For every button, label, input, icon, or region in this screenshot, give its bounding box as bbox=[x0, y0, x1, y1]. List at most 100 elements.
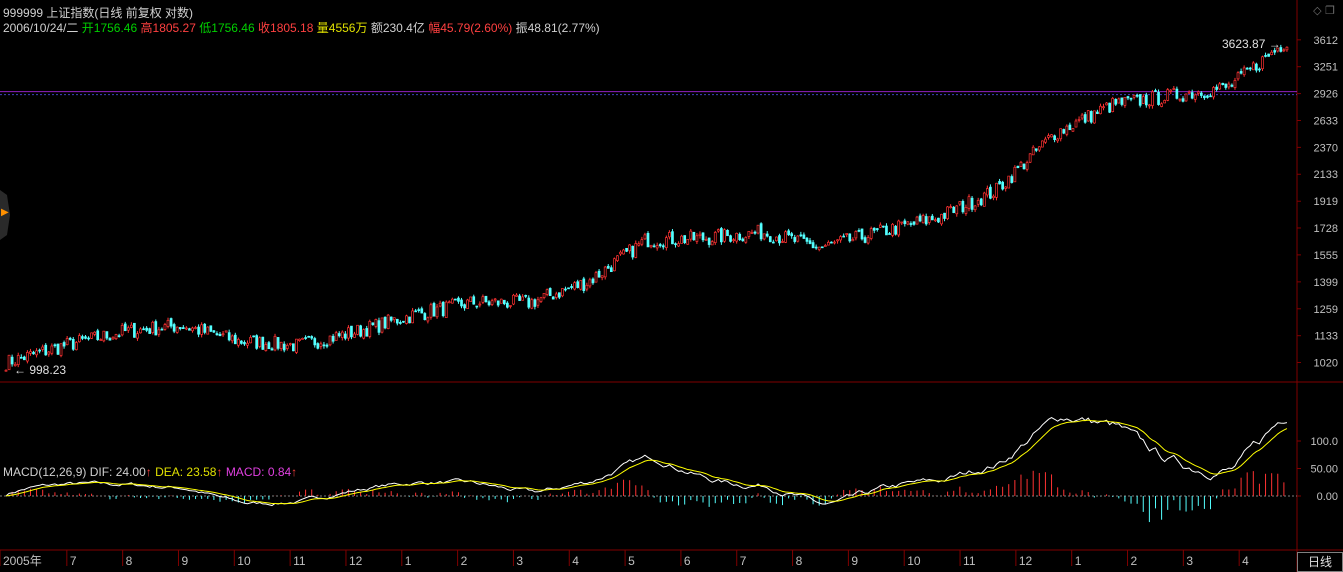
candle-body bbox=[460, 299, 463, 307]
candle-body bbox=[585, 284, 589, 290]
window-controls[interactable]: ◇ ❐ bbox=[1313, 4, 1335, 17]
candle-body bbox=[1135, 94, 1139, 97]
candle-body bbox=[1276, 47, 1280, 52]
candle-body bbox=[325, 344, 329, 347]
time-axis-label: 5 bbox=[628, 554, 635, 568]
candle-body bbox=[105, 331, 109, 339]
diamond-icon[interactable]: ◇ bbox=[1313, 4, 1322, 17]
candle-body bbox=[1047, 135, 1050, 138]
candle-body bbox=[136, 333, 139, 339]
macd-arrow-icon: ↑ bbox=[291, 465, 298, 479]
candle-body bbox=[71, 338, 75, 350]
candle-body bbox=[710, 241, 714, 246]
max-price-annotation: 3623.87 → bbox=[1222, 37, 1281, 51]
candle-body bbox=[1037, 146, 1041, 151]
candle-body bbox=[44, 344, 48, 356]
candle-body bbox=[912, 221, 916, 225]
candle-body bbox=[1138, 94, 1142, 106]
low-value: 1756.46 bbox=[211, 21, 255, 35]
price-tick-label: 1133 bbox=[1314, 331, 1338, 343]
candle-body bbox=[930, 215, 934, 221]
candle-body bbox=[93, 331, 97, 335]
candle-body bbox=[768, 236, 772, 243]
candle-body bbox=[1086, 110, 1090, 122]
candle-body bbox=[689, 230, 693, 240]
candle-body bbox=[658, 244, 662, 247]
period-tab-daily[interactable]: 日线 bbox=[1297, 552, 1343, 572]
candle-body bbox=[429, 304, 433, 318]
price-tick-label: 1259 bbox=[1314, 304, 1338, 316]
candle-body bbox=[96, 330, 100, 341]
candle-body bbox=[1215, 86, 1218, 90]
candle-body bbox=[677, 243, 680, 247]
candle-body bbox=[246, 342, 249, 346]
candle-body bbox=[447, 301, 451, 304]
macd-tick-label: 50.00 bbox=[1310, 464, 1338, 476]
candle-body bbox=[1282, 49, 1286, 52]
close-label: 收 bbox=[258, 21, 271, 35]
candle-body bbox=[1083, 114, 1087, 123]
candle-body bbox=[200, 324, 204, 335]
candle-body bbox=[784, 231, 787, 243]
candle-body bbox=[499, 298, 503, 304]
candle-body bbox=[41, 346, 45, 350]
candle-body bbox=[1154, 90, 1157, 92]
high-value: 1805.27 bbox=[152, 21, 196, 35]
candle-body bbox=[68, 337, 72, 340]
candle-body bbox=[264, 344, 268, 351]
candle-body bbox=[649, 244, 653, 248]
candle-body bbox=[194, 327, 197, 329]
candle-body bbox=[420, 308, 424, 314]
candle-body bbox=[805, 237, 809, 242]
candle-body bbox=[328, 335, 332, 346]
candle-body bbox=[50, 345, 54, 354]
candle-body bbox=[778, 235, 781, 244]
candle-body bbox=[316, 343, 320, 349]
macd-indicator-label[interactable]: MACD(12,26,9) bbox=[3, 465, 87, 479]
macd-header: MACD(12,26,9) DIF: 24.00↑ DEA: 23.58↑ MA… bbox=[3, 465, 297, 479]
candle-body bbox=[435, 306, 439, 318]
candle-body bbox=[830, 241, 833, 244]
candle-body bbox=[866, 237, 870, 244]
candle-body bbox=[1022, 163, 1026, 170]
candle-body bbox=[1080, 114, 1084, 119]
time-axis-label: 2005年 bbox=[3, 554, 42, 568]
candle-body bbox=[683, 235, 687, 244]
candle-body bbox=[255, 335, 259, 349]
time-axis-label: 1 bbox=[1075, 554, 1082, 568]
candle-body bbox=[1034, 148, 1038, 151]
candle-body bbox=[1016, 165, 1020, 169]
restore-icon[interactable]: ❐ bbox=[1325, 4, 1335, 17]
candle-body bbox=[616, 255, 619, 261]
candle-body bbox=[704, 239, 708, 241]
candle-body bbox=[756, 224, 760, 234]
side-panel-toggle[interactable]: ▶ bbox=[0, 190, 10, 240]
candle-body bbox=[695, 235, 699, 242]
candle-body bbox=[178, 327, 182, 330]
dea-line bbox=[5, 419, 1288, 505]
candle-body bbox=[1028, 153, 1032, 163]
candle-body bbox=[765, 233, 769, 237]
candle-body bbox=[356, 324, 359, 335]
candle-body bbox=[793, 237, 797, 242]
candle-body bbox=[985, 188, 989, 196]
candle-body bbox=[512, 294, 515, 305]
time-axis-label: 7 bbox=[740, 554, 747, 568]
candle-body bbox=[982, 192, 986, 207]
dif-arrow-icon: ↑ bbox=[145, 465, 152, 479]
candle-body bbox=[270, 348, 274, 351]
candle-body bbox=[918, 215, 922, 222]
candle-body bbox=[310, 336, 314, 339]
candle-body bbox=[181, 327, 185, 329]
candle-body bbox=[359, 325, 362, 337]
candle-body bbox=[1129, 97, 1133, 100]
candle-body bbox=[1059, 128, 1063, 140]
candle-body bbox=[160, 328, 164, 331]
candle-body bbox=[1187, 91, 1191, 94]
candle-body bbox=[1074, 120, 1078, 128]
candle-body bbox=[484, 295, 488, 303]
candle-body bbox=[897, 220, 901, 236]
candle-body bbox=[1157, 92, 1160, 105]
